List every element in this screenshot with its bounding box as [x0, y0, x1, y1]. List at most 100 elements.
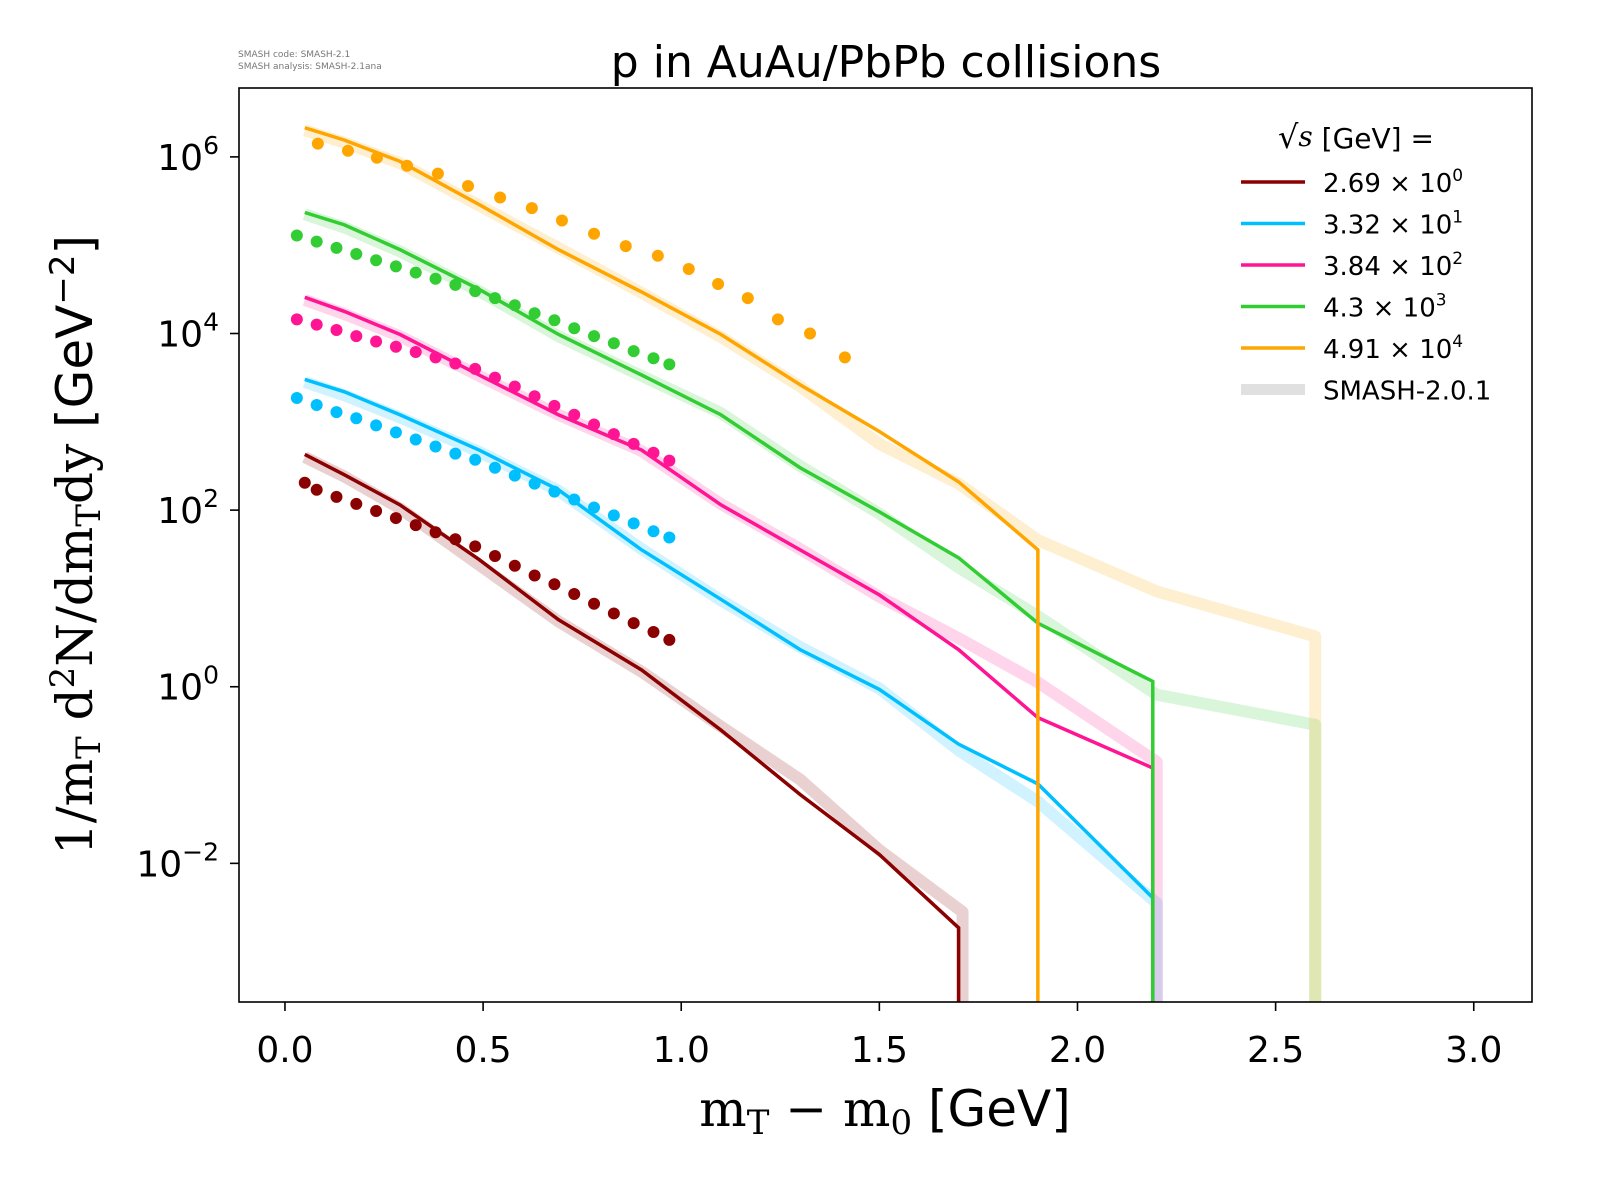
data-point-384	[310, 318, 323, 331]
data-point-384	[663, 454, 676, 467]
data-point-49100	[651, 249, 664, 262]
data-point-4300	[588, 330, 601, 343]
data-point-4300	[429, 272, 442, 285]
legend-label: 3.84 × 102	[1323, 249, 1463, 282]
x-tick-label: 1.0	[653, 1030, 710, 1071]
data-point-33.2	[330, 406, 343, 419]
data-point-4300	[409, 266, 422, 279]
data-point-2.69	[528, 569, 541, 582]
data-point-33.2	[588, 501, 601, 514]
data-point-49100	[588, 227, 601, 240]
y-axis-label: 1/mT d2N/dmTdy [GeV−2]	[43, 235, 109, 855]
data-point-4300	[528, 307, 541, 320]
model-line-49100	[304, 126, 1040, 1002]
data-point-2.69	[607, 607, 620, 620]
smash-band-384	[302, 294, 1163, 1002]
data-point-49100	[555, 214, 568, 227]
data-point-49100	[712, 278, 725, 291]
data-point-33.2	[508, 469, 521, 482]
data-point-2.69	[429, 526, 442, 539]
data-point-49100	[462, 180, 475, 193]
data-point-2.69	[508, 559, 521, 572]
data-point-2.69	[370, 505, 383, 518]
data-point-2.69	[298, 476, 311, 489]
model-line-384	[304, 295, 1155, 1002]
data-point-4300	[568, 322, 581, 335]
data-point-33.2	[290, 391, 303, 404]
data-point-2.69	[568, 588, 581, 601]
legend-label: 4.3 × 103	[1323, 291, 1447, 324]
y-tick-label: 10−2	[136, 837, 219, 885]
x-tick-label: 3.0	[1445, 1030, 1502, 1071]
data-point-384	[528, 390, 541, 403]
data-point-384	[389, 340, 402, 353]
data-point-49100	[341, 144, 354, 157]
data-point-4300	[370, 254, 383, 267]
legend-title: √s [GeV] =	[1278, 118, 1434, 156]
data-point-33.2	[568, 493, 581, 506]
x-tick-label: 0.5	[454, 1030, 511, 1071]
data-point-384	[647, 446, 660, 459]
data-point-33.2	[627, 517, 640, 530]
legend-label: 4.91 × 104	[1323, 332, 1463, 365]
data-point-4300	[389, 260, 402, 273]
data-point-2.69	[350, 497, 363, 510]
x-axis-ticks: 0.0 0.5 1.0 1.5 2.0 2.5 3.0	[256, 1002, 1502, 1071]
data-point-4300	[647, 352, 660, 365]
data-point-4300	[330, 241, 343, 254]
data-point-384	[469, 362, 482, 375]
data-point-384	[588, 418, 601, 431]
data-point-49100	[804, 327, 817, 340]
data-point-2.69	[330, 490, 343, 503]
smash-bands	[302, 124, 1322, 1002]
legend-label: 2.69 × 100	[1323, 166, 1463, 199]
data-point-2.69	[449, 533, 462, 546]
data-point-4300	[469, 285, 482, 298]
smash-band-49100	[302, 124, 1322, 1002]
data-point-49100	[619, 240, 632, 253]
version-line-code: SMASH code: SMASH-2.1	[238, 50, 350, 60]
data-point-49100	[311, 137, 324, 150]
data-point-33.2	[607, 509, 620, 522]
y-tick-label: 102	[157, 484, 219, 532]
data-point-384	[568, 408, 581, 421]
data-point-4300	[488, 292, 501, 305]
version-line-analysis: SMASH analysis: SMASH-2.1ana	[238, 62, 382, 72]
data-point-33.2	[488, 461, 501, 474]
data-point-384	[409, 346, 422, 359]
data-point-49100	[771, 313, 784, 326]
data-point-384	[627, 437, 640, 450]
x-axis-label: mT − m0 [GeV]	[699, 1080, 1070, 1143]
data-point-49100	[838, 351, 851, 364]
data-point-33.2	[310, 399, 323, 412]
data-point-4300	[548, 314, 561, 327]
legend: √s [GeV] = 2.69 × 100 3.32 × 101 3.84 × 10…	[1241, 118, 1491, 407]
x-tick-label: 1.5	[851, 1030, 908, 1071]
data-point-2.69	[663, 633, 676, 646]
data-point-49100	[494, 191, 507, 204]
data-point-33.2	[663, 531, 676, 544]
model-line-33.2	[304, 377, 1155, 1002]
data-point-2.69	[469, 540, 482, 553]
data-point-33.2	[528, 477, 541, 490]
data-point-49100	[401, 159, 414, 172]
data-point-4300	[508, 299, 521, 312]
plot-frame	[238, 87, 1533, 1003]
data-point-2.69	[310, 483, 323, 496]
legend-label: 3.32 × 101	[1323, 208, 1463, 241]
model-lines	[303, 126, 1155, 1002]
data-point-2.69	[409, 519, 422, 532]
data-point-49100	[525, 202, 538, 215]
data-point-384	[290, 313, 303, 326]
data-point-49100	[370, 151, 383, 164]
x-tick-label: 2.5	[1247, 1030, 1304, 1071]
smash-band-33.2	[302, 376, 1163, 1002]
data-point-33.2	[548, 485, 561, 498]
y-axis-ticks: 10−2 100 102 104 106	[136, 131, 239, 885]
data-point-49100	[741, 292, 754, 305]
data-point-4300	[449, 278, 462, 291]
data-points	[290, 137, 851, 646]
y-tick-label: 106	[157, 131, 219, 179]
data-point-384	[548, 399, 561, 412]
